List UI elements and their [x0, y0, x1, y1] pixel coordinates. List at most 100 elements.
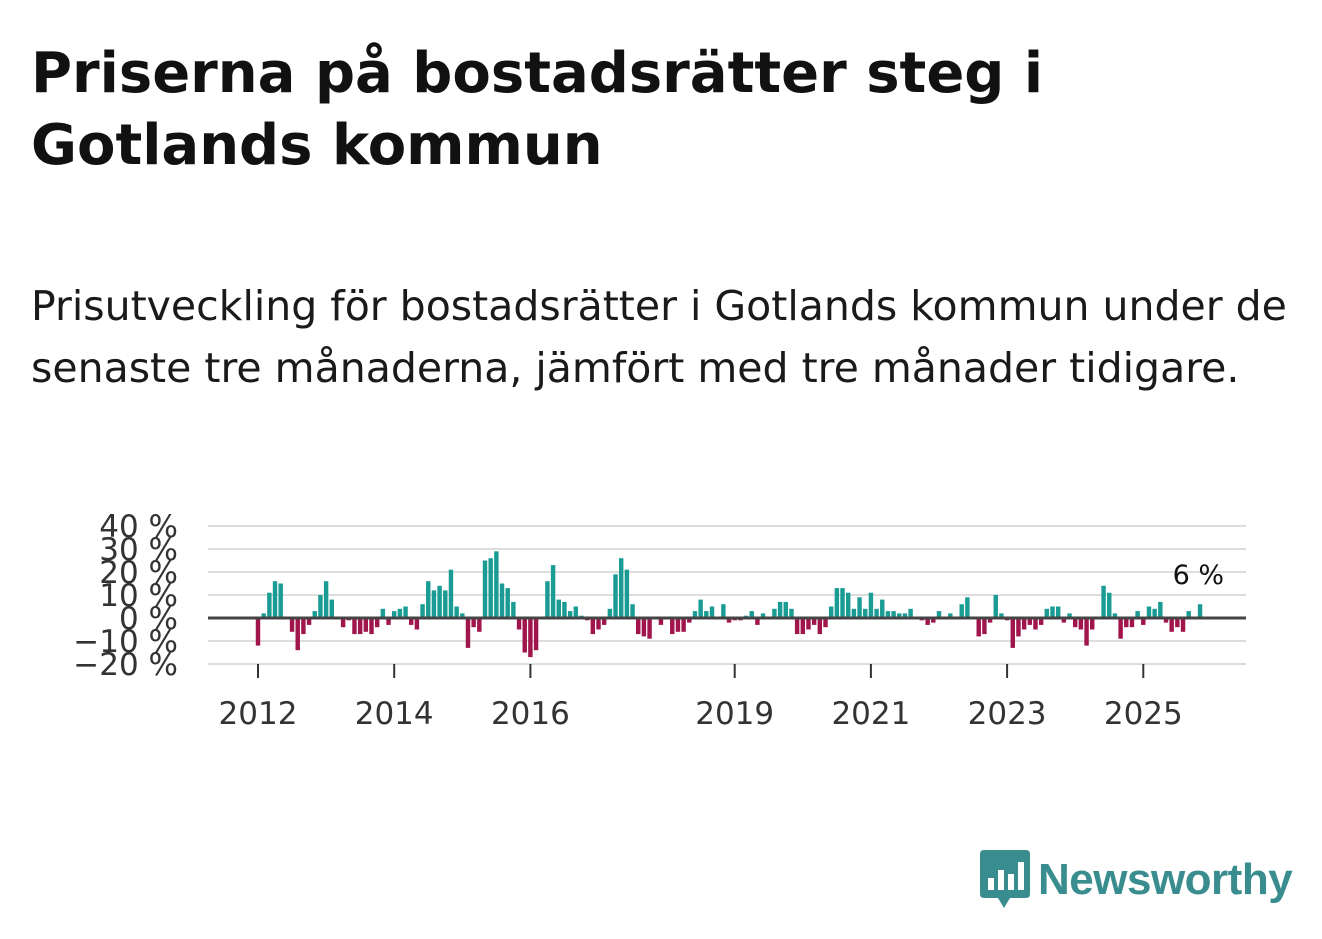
x-tick-label: 2025: [1104, 696, 1183, 732]
bar: [1061, 618, 1067, 623]
bar: [397, 608, 403, 618]
bar: [698, 599, 703, 618]
bar: [607, 608, 613, 618]
bar: [851, 608, 857, 618]
bar: [1180, 618, 1186, 632]
bar: [755, 618, 760, 625]
bar: [369, 618, 374, 635]
bar: [834, 588, 840, 618]
bar: [613, 574, 618, 618]
bar: [454, 606, 459, 618]
bar: [533, 618, 539, 651]
bar: [704, 611, 709, 618]
last-value-label: 6 %: [1173, 560, 1224, 591]
y-tick-label: 20 %: [99, 555, 178, 591]
bar: [573, 606, 579, 618]
bar: [562, 601, 567, 618]
y-tick-label: 10 %: [99, 578, 178, 614]
bar: [267, 592, 272, 618]
bar: [760, 613, 766, 618]
gridlines: [208, 525, 1246, 665]
bar: [1118, 618, 1123, 639]
bar: [482, 560, 488, 618]
bar: [1158, 601, 1163, 618]
y-tick-label: 0 %: [119, 601, 178, 637]
bar: [618, 558, 624, 618]
bar: [306, 618, 312, 625]
bar: [902, 613, 908, 618]
bar: [1033, 618, 1038, 630]
bar: [880, 599, 885, 618]
bar: [352, 618, 357, 635]
x-tick-label: 2016: [491, 696, 570, 732]
bar: [828, 606, 834, 618]
bar: [511, 601, 516, 618]
bar: [295, 618, 300, 651]
bar: [448, 569, 454, 618]
bar: [681, 618, 686, 632]
x-axis: 2012 2014 2016 2019 2021 2023 2025: [219, 664, 1183, 732]
bar: [925, 618, 930, 625]
bar: [885, 611, 891, 618]
bar: [948, 613, 953, 618]
bar: [931, 618, 936, 623]
bar: [982, 618, 987, 635]
bar: [687, 618, 692, 623]
bar: [874, 608, 879, 618]
bar: [749, 611, 754, 618]
bar: [386, 618, 391, 625]
bar: [1152, 608, 1157, 618]
bar: [272, 581, 278, 618]
bar: [1021, 618, 1027, 630]
bar: [1067, 613, 1072, 618]
bar: [1027, 618, 1033, 625]
bar: [1084, 618, 1089, 646]
bar: [443, 590, 448, 618]
bar: [1107, 592, 1112, 618]
bar: [845, 592, 851, 618]
bar: [993, 595, 998, 618]
bar: [329, 599, 334, 618]
bar: [965, 597, 970, 618]
bar: [897, 613, 902, 618]
bar: [1010, 618, 1015, 648]
bar: [976, 618, 981, 637]
bar: [465, 618, 471, 648]
bar: [817, 618, 823, 635]
bar: [1197, 604, 1203, 618]
bar: [1135, 611, 1140, 618]
bar: [567, 611, 573, 618]
bar: [647, 618, 652, 639]
bar: [709, 606, 715, 618]
bar: [624, 569, 630, 618]
bar: [1124, 618, 1129, 628]
bar: [556, 599, 561, 618]
bar: [318, 595, 323, 618]
newsworthy-logo-icon: [980, 850, 1030, 908]
bar: [1090, 618, 1095, 630]
bar: [460, 613, 465, 618]
newsworthy-logo: Newsworthy: [980, 850, 1293, 910]
bar: [692, 611, 698, 618]
x-tick-label: 2023: [968, 696, 1047, 732]
bar: [601, 618, 607, 625]
bar: [908, 608, 913, 618]
bar: [431, 590, 437, 618]
y-tick-label: 30 %: [99, 532, 178, 568]
bar: [794, 618, 800, 635]
bar: [726, 618, 732, 623]
y-axis: 40 %30 %20 %10 %0 %−10 %−20 %: [73, 509, 178, 683]
bar: [999, 613, 1004, 618]
bar: [550, 565, 556, 618]
bar: [380, 608, 386, 618]
bar: [959, 604, 964, 618]
bar: [1175, 618, 1180, 628]
bar: [675, 618, 681, 632]
bar: [1129, 618, 1135, 628]
bar: [437, 585, 442, 618]
y-tick-label: 40 %: [99, 509, 178, 545]
bar: [1055, 606, 1061, 618]
bar: [721, 604, 726, 618]
bar: [596, 618, 601, 630]
bar: [1072, 618, 1078, 628]
